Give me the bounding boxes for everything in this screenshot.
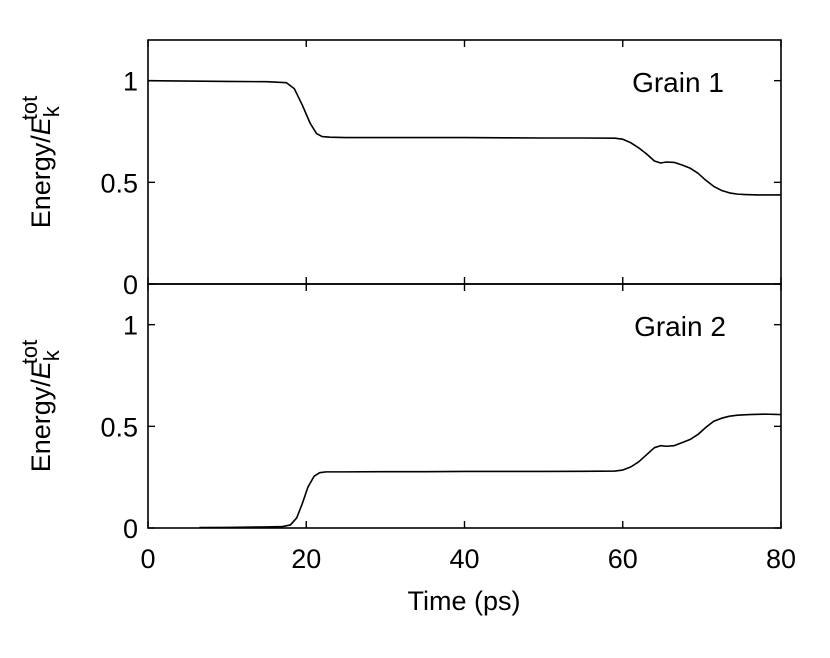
x-tick-label: 0	[140, 544, 155, 574]
y-tick-label: 0.5	[100, 412, 138, 442]
x-tick-label: 80	[766, 544, 796, 574]
y-tick-label: 1	[123, 67, 138, 97]
y-tick-label: 0	[123, 514, 138, 544]
x-tick-label: 60	[608, 544, 638, 574]
y-axis-title: Energy/Ektot	[17, 340, 64, 473]
x-tick-label: 20	[291, 544, 321, 574]
panel-annotation: Grain 1	[632, 67, 724, 98]
y-tick-label: 0.5	[100, 168, 138, 198]
y-axis-title: Energy/Ektot	[17, 96, 64, 229]
panel-grain-2: 0 0.5 1 0 20 40 60 80 Grain 2 Energy/Ektot	[17, 283, 796, 574]
y-tick-label: 1	[123, 311, 138, 341]
panel-grain-1: 0 0.5 1 Grain 1 Energy/Ektot	[17, 39, 782, 300]
x-tick-label: 40	[449, 544, 479, 574]
series-line	[147, 79, 781, 196]
y-tick-label: 0	[123, 270, 138, 300]
x-axis-title: Time (ps)	[408, 586, 521, 616]
series-line	[199, 413, 782, 529]
panel-annotation: Grain 2	[634, 311, 726, 342]
